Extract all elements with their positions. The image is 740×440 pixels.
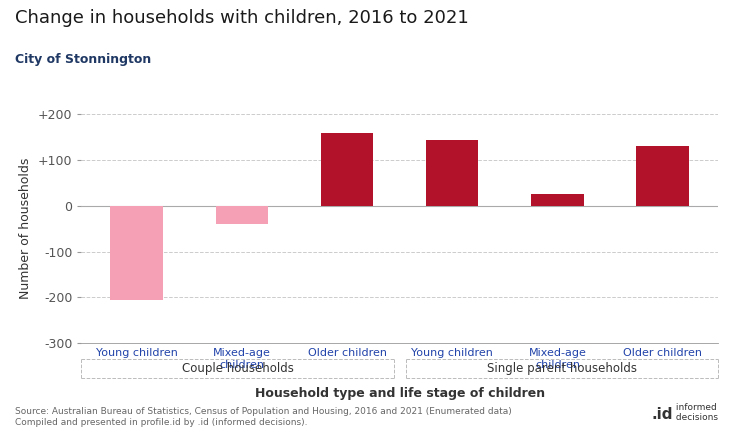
Bar [426, 139, 479, 206]
Y-axis label: Number of households: Number of households [19, 158, 33, 300]
Text: Couple households: Couple households [181, 362, 294, 375]
Text: Source: Australian Bureau of Statistics, Census of Population and Housing, 2016 : Source: Australian Bureau of Statistics,… [15, 407, 511, 427]
Text: Single parent households: Single parent households [487, 362, 636, 375]
Bar [636, 147, 689, 206]
Bar [110, 206, 163, 300]
Text: Household type and life stage of children: Household type and life stage of childre… [255, 387, 545, 400]
Bar [531, 194, 584, 206]
Text: City of Stonnington: City of Stonnington [15, 53, 151, 66]
Text: .id: .id [651, 407, 673, 422]
Bar [320, 133, 373, 206]
Text: informed
 decisions: informed decisions [673, 403, 719, 422]
Bar [215, 206, 268, 224]
Text: Change in households with children, 2016 to 2021: Change in households with children, 2016… [15, 9, 468, 27]
